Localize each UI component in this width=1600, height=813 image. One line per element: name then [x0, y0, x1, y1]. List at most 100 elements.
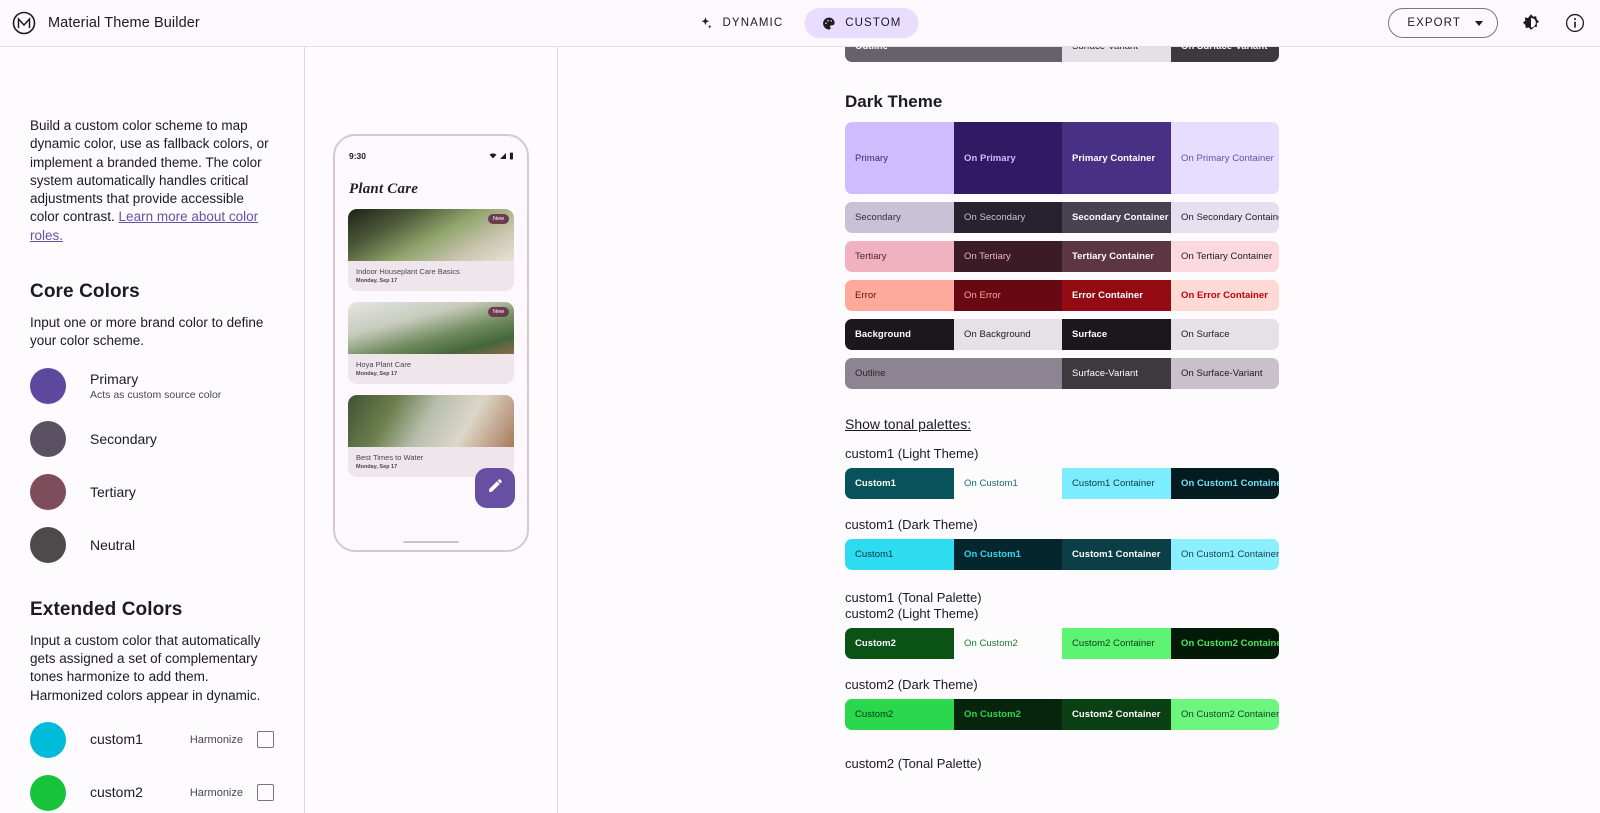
color-roles-link[interactable]: Learn more about color roles. — [30, 209, 259, 243]
tab-dynamic[interactable]: DYNAMIC — [682, 8, 801, 38]
swatch-row: Custom1 On Custom1 Custom1 Container On … — [845, 539, 1279, 570]
swatch-cell-on-surface[interactable]: On Surface — [1171, 319, 1279, 350]
core-color-label: Neutral — [90, 536, 136, 553]
swatch-cell-on-tertiary-container[interactable]: On Tertiary Container — [1171, 241, 1279, 272]
swatch-cell-on-custom1-container[interactable]: On Custom1 Container — [1171, 539, 1279, 570]
palette-label-custom1-tonal: custom1 (Tonal Palette) — [845, 590, 982, 605]
harmonize-checkbox-custom2[interactable] — [257, 784, 274, 802]
palette-icon — [821, 16, 836, 31]
swatch-cell-primary[interactable]: Primary — [845, 122, 954, 194]
swatch-cell-on-custom1[interactable]: On Custom1 — [954, 468, 1062, 499]
list-item[interactable]: Best Times to Water Monday, Sep 17 — [348, 395, 514, 477]
swatch-cell-secondary-container[interactable]: Secondary Container — [1062, 202, 1171, 233]
list-item[interactable]: New Hoya Plant Care Monday, Sep 17 — [348, 302, 514, 384]
light-theme-outline-row-wrap: Outline Surface-Variant On Surface-Varia… — [845, 47, 1600, 62]
swatch-cell-custom1-container[interactable]: Custom1 Container — [1062, 539, 1171, 570]
swatch-cell-on-primary-container[interactable]: On Primary Container — [1171, 122, 1279, 194]
swatch-cell-custom2[interactable]: Custom2 — [845, 628, 954, 659]
swatch-cell-primary-container[interactable]: Primary Container — [1062, 122, 1171, 194]
swatch-cell-on-custom1-container[interactable]: On Custom1 Container — [1171, 468, 1279, 499]
color-swatch-custom1[interactable] — [30, 721, 66, 758]
swatch-cell-error-container[interactable]: Error Container — [1062, 280, 1171, 311]
core-color-tertiary[interactable]: Tertiary — [30, 473, 274, 510]
swatch-cell-on-custom2[interactable]: On Custom2 — [954, 699, 1062, 730]
swatch-cell-surface-variant[interactable]: Surface-Variant — [1062, 358, 1171, 389]
swatch-cell-surface[interactable]: Surface — [1062, 319, 1171, 350]
card-date: Monday, Sep 17 — [356, 464, 398, 470]
export-button[interactable]: EXPORT — [1388, 8, 1498, 38]
swatch-cell-custom2-container[interactable]: Custom2 Container — [1062, 628, 1171, 659]
core-color-label: Secondary — [90, 430, 157, 447]
swatch-cell-outline[interactable]: Outline — [845, 358, 1062, 389]
core-color-sublabel: Acts as custom source color — [90, 388, 222, 401]
extended-color-custom2[interactable]: custom2 Harmonize — [30, 774, 274, 811]
status-icons — [489, 147, 514, 165]
brand: Material Theme Builder — [0, 11, 200, 35]
card-image: New — [348, 302, 514, 354]
swatch-cell-on-custom1[interactable]: On Custom1 — [954, 539, 1062, 570]
swatch-cell-background[interactable]: Background — [845, 319, 954, 350]
swatch-cell-custom1[interactable]: Custom1 — [845, 539, 954, 570]
info-circle-icon[interactable] — [1564, 12, 1586, 34]
card-body: Hoya Plant Care Monday, Sep 17 — [348, 354, 514, 384]
signal-icon — [499, 147, 507, 165]
harmonize-control: Harmonize — [190, 784, 274, 802]
core-color-primary[interactable]: Primary Acts as custom source color — [30, 367, 274, 404]
swatch-cell-on-primary[interactable]: On Primary — [954, 122, 1062, 194]
list-item[interactable]: New Indoor Houseplant Care Basics Monday… — [348, 209, 514, 291]
top-bar-actions: EXPORT — [1388, 8, 1586, 38]
swatch-cell-tertiary-container[interactable]: Tertiary Container — [1062, 241, 1171, 272]
swatch-cell-on-custom2[interactable]: On Custom2 — [954, 628, 1062, 659]
brightness-contrast-icon[interactable] — [1520, 12, 1542, 34]
battery-icon — [509, 147, 514, 165]
core-color-neutral[interactable]: Neutral — [30, 526, 274, 563]
swatch-cell-on-secondary-container[interactable]: On Secondary Container — [1171, 202, 1279, 233]
edit-fab[interactable] — [475, 468, 515, 508]
home-indicator — [403, 540, 459, 543]
extended-color-custom1[interactable]: custom1 Harmonize — [30, 721, 274, 758]
swatch-row: Outline Surface-Variant On Surface-Varia… — [845, 358, 1279, 389]
swatch-cell-custom1[interactable]: Custom1 — [845, 468, 954, 499]
swatch-cell-custom2-container[interactable]: Custom2 Container — [1062, 699, 1171, 730]
color-swatch-custom2[interactable] — [30, 774, 66, 811]
dark-theme-heading: Dark Theme — [845, 92, 943, 111]
swatch-cell-on-error[interactable]: On Error — [954, 280, 1062, 311]
swatch-cell-secondary[interactable]: Secondary — [845, 202, 954, 233]
status-badge: New — [487, 214, 509, 224]
swatch-cell-on-secondary[interactable]: On Secondary — [954, 202, 1062, 233]
extended-color-label: custom2 — [90, 783, 143, 800]
color-swatch-secondary[interactable] — [30, 420, 66, 457]
swatch-cell-on-error-container[interactable]: On Error Container — [1171, 280, 1279, 311]
palette-label-custom1-dark: custom1 (Dark Theme) — [845, 517, 978, 532]
swatch-cell-outline[interactable]: Outline — [845, 47, 1062, 62]
swatch-cell-on-custom2-container[interactable]: On Custom2 Container — [1171, 628, 1279, 659]
swatch-cell-on-tertiary[interactable]: On Tertiary — [954, 241, 1062, 272]
swatch-cell-tertiary[interactable]: Tertiary — [845, 241, 954, 272]
swatch-cell-custom2[interactable]: Custom2 — [845, 699, 954, 730]
swatch-cell-on-custom2-container[interactable]: On Custom2 Container — [1171, 699, 1279, 730]
swatch-cell-surface-variant[interactable]: Surface-Variant — [1062, 47, 1171, 62]
swatch-cell-on-surface-variant[interactable]: On Surface-Variant — [1171, 358, 1279, 389]
swatch-row: Custom1 On Custom1 Custom1 Container On … — [845, 468, 1279, 499]
status-time: 9:30 — [349, 151, 367, 161]
core-color-secondary[interactable]: Secondary — [30, 420, 274, 457]
color-swatch-tertiary[interactable] — [30, 473, 66, 510]
core-color-meta: Secondary — [90, 431, 274, 447]
swatch-row: Tertiary On Tertiary Tertiary Container … — [845, 241, 1279, 272]
swatch-cell-error[interactable]: Error — [845, 280, 954, 311]
color-swatch-neutral[interactable] — [30, 526, 66, 563]
show-tonal-palettes-link[interactable]: Show tonal palettes: — [845, 416, 972, 432]
scheme-pane: Outline Surface-Variant On Surface-Varia… — [558, 47, 1600, 813]
swatch-row: Custom2 On Custom2 Custom2 Container On … — [845, 699, 1279, 730]
palette-custom2-light: Custom2 On Custom2 Custom2 Container On … — [845, 628, 1600, 659]
color-swatch-primary[interactable] — [30, 367, 66, 404]
swatch-row: Secondary On Secondary Secondary Contain… — [845, 202, 1279, 233]
swatch-cell-on-background[interactable]: On Background — [954, 319, 1062, 350]
tab-dynamic-label: DYNAMIC — [722, 17, 784, 29]
harmonize-checkbox-custom1[interactable] — [257, 731, 274, 749]
card-date: Monday, Sep 17 — [356, 278, 398, 284]
swatch-cell-custom1-container[interactable]: Custom1 Container — [1062, 468, 1171, 499]
tab-custom[interactable]: CUSTOM — [804, 8, 919, 38]
swatch-cell-on-surface-variant[interactable]: On Surface-Variant — [1171, 47, 1279, 62]
card-image — [348, 395, 514, 447]
